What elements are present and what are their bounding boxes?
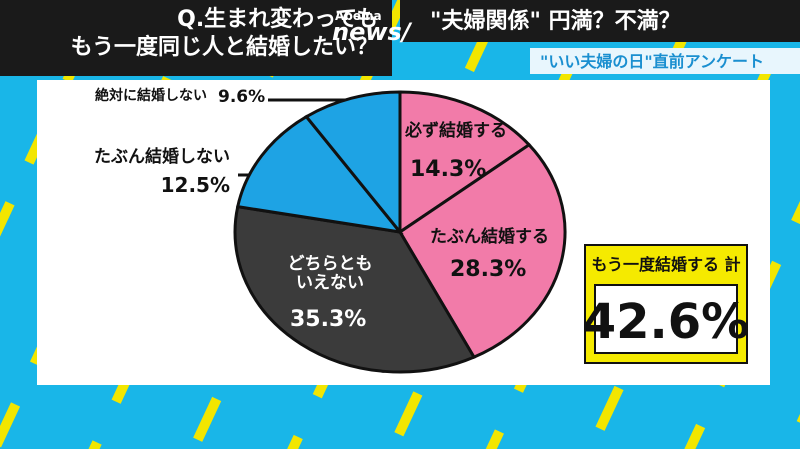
slice-label: どちらとも いえない (287, 254, 373, 293)
question: Q.生まれ変わっても もう一度同じ人と結婚したい？ (70, 7, 378, 60)
total-value-box (594, 284, 738, 354)
slice-label: たぶん結婚しない (94, 147, 230, 167)
headline: "夫婦関係" 円満？不満？ (430, 8, 681, 34)
logo-small: Abema (335, 9, 382, 23)
slice-label: 必ず結婚する (405, 121, 507, 141)
slice-value: 28.3% (450, 257, 527, 282)
pie-slice (233, 204, 477, 374)
question-box (0, 0, 392, 76)
slice-label: 絶対に結婚しない (95, 88, 207, 104)
total-label: もう一度結婚する 計 (591, 255, 740, 274)
pie-slice (397, 142, 567, 360)
subhead-box (530, 48, 800, 74)
subhead: "いい夫婦の日"直前アンケート (540, 52, 764, 71)
pie-slice (235, 114, 404, 235)
pie-slice (398, 90, 532, 235)
slice-value: 14.3% (410, 157, 487, 182)
headline-box (400, 0, 800, 42)
logo-large: news/ (332, 18, 413, 46)
slice-value: 12.5% (160, 173, 230, 197)
slice-label: たぶん結婚する (430, 227, 549, 247)
slice-value: 9.6% (218, 87, 266, 107)
slice-value: 35.3% (290, 307, 367, 332)
pie-slice (304, 90, 402, 237)
total-value: 42.6% (583, 294, 750, 350)
